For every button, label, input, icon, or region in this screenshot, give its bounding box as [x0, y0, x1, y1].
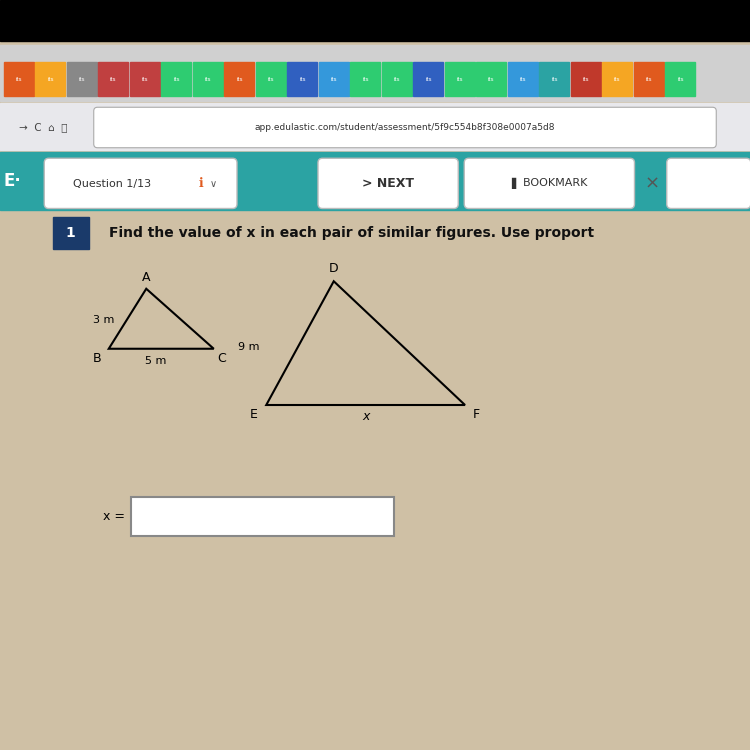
Bar: [413, 62, 443, 96]
Text: 3 m: 3 m: [93, 314, 114, 325]
Text: x =: x =: [103, 510, 125, 524]
Bar: [350, 62, 380, 96]
Bar: [0, 152, 750, 210]
Text: its: its: [110, 76, 116, 82]
Text: its: its: [488, 76, 494, 82]
Text: its: its: [551, 76, 557, 82]
Bar: [53, 217, 88, 249]
Text: its: its: [394, 76, 400, 82]
Text: its: its: [614, 76, 620, 82]
Bar: [0, 45, 750, 101]
Text: its: its: [646, 76, 652, 82]
Bar: [476, 62, 506, 96]
Bar: [193, 62, 223, 96]
Text: its: its: [79, 76, 85, 82]
Text: F: F: [472, 408, 480, 422]
Text: its: its: [677, 76, 683, 82]
Text: ▌ BOOKMARK: ▌ BOOKMARK: [512, 178, 588, 189]
Bar: [634, 62, 664, 96]
Bar: [319, 62, 349, 96]
Text: D: D: [329, 262, 338, 275]
Bar: [508, 62, 538, 96]
Text: C: C: [217, 352, 226, 365]
Text: its: its: [16, 76, 22, 82]
Bar: [35, 62, 65, 96]
Text: 9 m: 9 m: [238, 341, 260, 352]
Bar: [602, 62, 632, 96]
Text: its: its: [173, 76, 179, 82]
Text: its: its: [142, 76, 148, 82]
Bar: [67, 62, 97, 96]
Text: ℹ: ℹ: [199, 177, 203, 190]
Bar: [4, 62, 34, 96]
Text: its: its: [520, 76, 526, 82]
Bar: [571, 62, 601, 96]
Bar: [161, 62, 191, 96]
Bar: [445, 62, 475, 96]
Bar: [256, 62, 286, 96]
Text: its: its: [425, 76, 431, 82]
Text: its: its: [362, 76, 368, 82]
Bar: [98, 62, 128, 96]
Text: ∨: ∨: [210, 178, 218, 189]
Bar: [224, 62, 254, 96]
Text: its: its: [236, 76, 242, 82]
Text: →  C  ⌂  🔒: → C ⌂ 🔒: [19, 122, 68, 132]
Text: ×: ×: [645, 175, 660, 193]
Text: its: its: [47, 76, 53, 82]
FancyBboxPatch shape: [94, 107, 716, 148]
Bar: [287, 62, 317, 96]
Bar: [131, 497, 394, 536]
Bar: [539, 62, 569, 96]
FancyBboxPatch shape: [44, 158, 237, 209]
Text: 1: 1: [66, 226, 75, 240]
Text: > NEXT: > NEXT: [362, 177, 415, 190]
Text: E: E: [250, 408, 257, 422]
Text: its: its: [299, 76, 305, 82]
FancyBboxPatch shape: [667, 158, 750, 209]
Text: app.edulastic.com/student/assessment/5f9c554b8f308e0007a5d8: app.edulastic.com/student/assessment/5f9…: [255, 123, 555, 132]
Bar: [0, 0, 750, 41]
Text: its: its: [205, 76, 211, 82]
Text: 5 m: 5 m: [146, 356, 166, 367]
Text: its: its: [583, 76, 589, 82]
Text: Find the value of x in each pair of similar figures. Use proport: Find the value of x in each pair of simi…: [109, 226, 594, 240]
Bar: [665, 62, 695, 96]
Text: A: A: [142, 271, 151, 284]
Text: E·: E·: [4, 172, 22, 190]
Text: B: B: [93, 352, 102, 365]
Bar: [0, 104, 750, 150]
FancyBboxPatch shape: [464, 158, 634, 209]
FancyBboxPatch shape: [318, 158, 458, 209]
Text: Question 1/13: Question 1/13: [74, 178, 152, 189]
Bar: [382, 62, 412, 96]
Text: its: its: [268, 76, 274, 82]
Text: x: x: [362, 410, 370, 424]
Text: its: its: [457, 76, 463, 82]
Bar: [0, 210, 750, 750]
Text: its: its: [331, 76, 337, 82]
Bar: [130, 62, 160, 96]
